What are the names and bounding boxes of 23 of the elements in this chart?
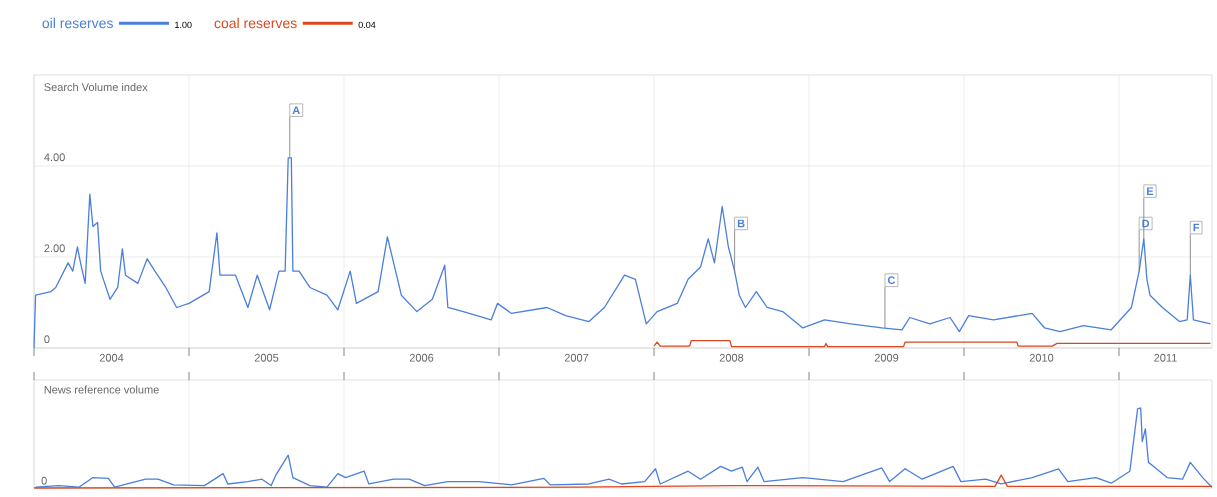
legend-label: oil reserves: [42, 17, 113, 29]
y-axis-title: News reference volume: [44, 385, 159, 394]
y-tick-label: 2.00: [44, 244, 65, 253]
annotation: A: [292, 106, 300, 114]
annotation: C: [887, 276, 896, 285]
x-tick-label: 2006: [409, 353, 434, 362]
annotation: F: [1193, 223, 1200, 232]
text: 1.00: [175, 21, 192, 29]
x-tick-label: 2009: [874, 353, 899, 362]
y-axis-title: Search Volume index: [44, 82, 148, 92]
annotation: B: [737, 219, 745, 228]
x-tick-label: 2004: [99, 353, 124, 362]
annotation: D: [1142, 219, 1150, 228]
x-tick-label: 2010: [1029, 353, 1054, 362]
x-tick-label: 2008: [719, 353, 744, 362]
x-tick-label: 2005: [254, 353, 279, 362]
x-tick-label: 2007: [564, 353, 589, 362]
x-tick-label: 2011: [1154, 353, 1177, 362]
y-tick-label: 4.00: [44, 153, 65, 162]
y-tick-label: 0: [44, 335, 50, 344]
text: 0.04: [358, 21, 376, 29]
legend-label: coal reserves: [214, 17, 297, 29]
annotation: E: [1147, 187, 1154, 195]
